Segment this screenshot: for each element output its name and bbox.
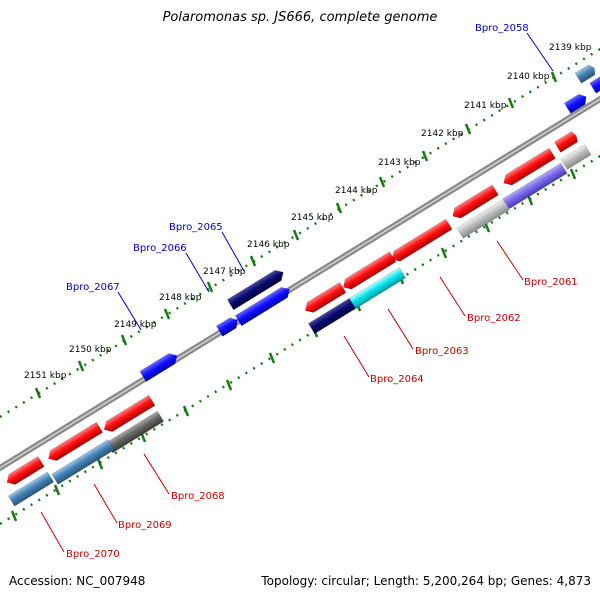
gene-feature [48, 421, 104, 461]
reverse-gene-labels: Bpro_2061 Bpro_2062 Bpro_2063 Bpro_2064 … [66, 277, 578, 560]
tick-label: 2143 kbp [378, 158, 421, 168]
forward-gene-labels: Bpro_2058 Bpro_2065 Bpro_2066 Bpro_2067 [66, 23, 529, 293]
gene-label-forward: Bpro_2066 [133, 243, 187, 254]
gene-label-forward: Bpro_2058 [475, 23, 529, 34]
gene-feature [456, 199, 510, 239]
gene-label-reverse: Bpro_2068 [171, 491, 225, 502]
tick-label: 2139 kbp [549, 43, 592, 53]
tick-label: 2144 kbp [335, 186, 378, 196]
gene-feature [6, 456, 45, 485]
gene-label-reverse: Bpro_2061 [524, 277, 578, 288]
tick-label: 2145 kbp [291, 213, 334, 223]
gene-feature [51, 439, 115, 485]
gene-feature [589, 76, 600, 94]
gene-feature [563, 93, 587, 114]
gene-feature [560, 144, 592, 170]
gene-label-reverse: Bpro_2063 [415, 346, 469, 357]
gene-label-forward: Bpro_2065 [169, 222, 223, 233]
outer-major-ticks [34, 71, 558, 399]
tick-label: 2142 kbp [421, 129, 464, 139]
gene-feature [503, 147, 556, 186]
gene-feature [103, 394, 156, 432]
gene-feature [226, 269, 284, 311]
gene-feature [342, 251, 397, 290]
tick-label: 2147 kbp [203, 267, 246, 277]
gene-feature [391, 218, 453, 262]
gene-feature [215, 317, 238, 337]
gene-feature [502, 162, 568, 210]
tick-label: 2148 kbp [159, 293, 202, 303]
gene-feature [139, 353, 178, 382]
gene-label-reverse: Bpro_2070 [66, 549, 120, 560]
gene-feature [452, 184, 499, 219]
reverse-label-lines [40, 240, 524, 553]
gene-feature [234, 287, 290, 327]
reverse-genes [6, 131, 592, 507]
gene-label-forward: Bpro_2067 [66, 282, 120, 293]
tick-label: 2149 kbp [114, 320, 157, 330]
tick-label: 2150 kbp [69, 345, 112, 355]
tick-label: 2146 kbp [247, 240, 290, 250]
gene-feature [553, 131, 578, 153]
map-title: Polaromonas sp. JS666, complete genome [162, 10, 438, 25]
gene-feature [304, 282, 347, 313]
gene-feature [574, 64, 596, 84]
tick-labels: 2139 kbp 2140 kbp 2141 kbp 2142 kbp 2143… [24, 43, 592, 381]
tick-label: 2151 kbp [24, 371, 67, 381]
tick-label: 2141 kbp [464, 101, 507, 111]
tick-label: 2140 kbp [507, 72, 550, 82]
gene-feature [7, 471, 55, 507]
genome-summary-text: Topology: circular; Length: 5,200,264 bp… [261, 574, 591, 588]
genome-backbone [0, 95, 600, 472]
gene-label-reverse: Bpro_2064 [370, 374, 424, 385]
forward-genes [139, 64, 600, 382]
gene-label-reverse: Bpro_2069 [118, 520, 172, 531]
gene-label-reverse: Bpro_2062 [467, 313, 521, 324]
forward-label-lines [117, 32, 554, 331]
gene-feature [308, 297, 356, 335]
accession-text: Accession: NC_007948 [9, 574, 146, 588]
